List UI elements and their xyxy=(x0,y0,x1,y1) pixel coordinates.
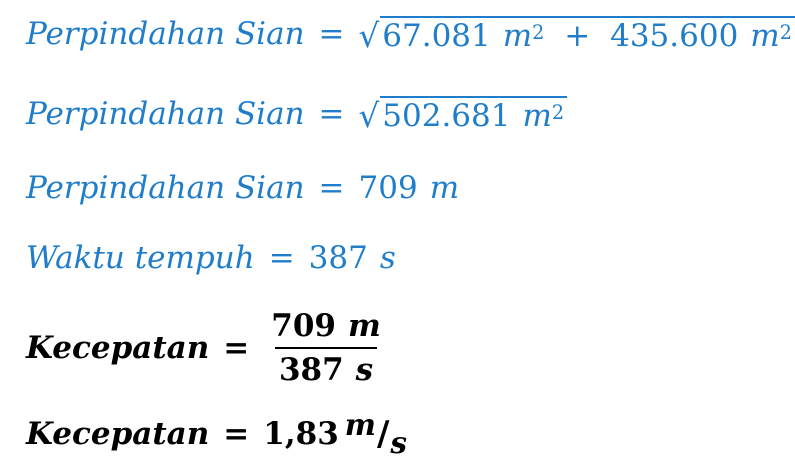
term-value: 502.681 xyxy=(382,98,511,134)
radical-sign-icon: √ xyxy=(358,97,380,135)
equals-sign: = xyxy=(318,16,345,53)
term-value: 435.600 xyxy=(610,18,739,54)
unit-numerator: m xyxy=(344,406,376,442)
term-unit: m xyxy=(502,18,533,54)
square-root: √ 67.081 m2 + 435.600 m2 xyxy=(359,16,795,53)
equation-label: Kecepatan xyxy=(26,330,210,366)
equation-line-5: Kecepatan = 709 m 387 s xyxy=(26,308,385,388)
fraction-numerator: 709 m xyxy=(267,308,385,347)
result-unit: s xyxy=(379,240,396,276)
term-unit: m xyxy=(522,98,552,134)
equation-line-4: Waktu tempuh = 387 s xyxy=(26,240,396,276)
plus-sign: + xyxy=(564,18,591,54)
equation-label: Perpindahan Sian xyxy=(26,96,305,133)
radicand: 502.681 m2 xyxy=(380,96,568,134)
square-root: √ 502.681 m2 xyxy=(359,96,568,133)
fraction-denominator: 387 s xyxy=(274,347,378,388)
unit-denominator: s xyxy=(390,424,407,460)
numerator-value: 709 xyxy=(271,308,336,344)
term-exponent: 2 xyxy=(532,21,545,45)
radicand: 67.081 m2 + 435.600 m2 xyxy=(380,16,795,53)
result-unit: m xyxy=(429,170,460,206)
fraction: 709 m 387 s xyxy=(267,308,385,388)
equation-label: Perpindahan Sian xyxy=(26,16,305,53)
term-unit: m xyxy=(750,18,780,54)
equals-sign: = xyxy=(268,240,295,276)
equation-line-3: Perpindahan Sian = 709 m xyxy=(26,170,459,206)
term-value: 67.081 xyxy=(382,18,491,54)
equation-label: Kecepatan xyxy=(26,416,210,452)
unit-fraction: m / s xyxy=(345,407,407,460)
result-value: 1,83 xyxy=(263,416,339,452)
term-exponent: 2 xyxy=(551,101,565,125)
equation-line-6: Kecepatan = 1,83 m / s xyxy=(26,407,407,460)
equals-sign: = xyxy=(318,96,345,133)
denominator-value: 387 xyxy=(278,352,344,388)
denominator-unit: s xyxy=(355,352,374,388)
equation-line-2: Perpindahan Sian = √ 502.681 m2 xyxy=(26,96,568,133)
numerator-unit: m xyxy=(348,308,381,344)
equation-line-1: Perpindahan Sian = √ 67.081 m2 + 435.600 m… xyxy=(26,16,795,53)
result-value: 387 xyxy=(308,240,368,276)
equals-sign: = xyxy=(223,330,250,366)
equals-sign: = xyxy=(223,416,250,452)
radical-sign-icon: √ xyxy=(358,17,380,55)
equals-sign: = xyxy=(318,170,345,206)
unit-slash: / xyxy=(376,414,390,454)
result-value: 709 xyxy=(358,170,418,206)
equation-label: Waktu tempuh xyxy=(26,240,255,276)
term-exponent: 2 xyxy=(779,21,792,45)
equation-label: Perpindahan Sian xyxy=(26,170,305,206)
